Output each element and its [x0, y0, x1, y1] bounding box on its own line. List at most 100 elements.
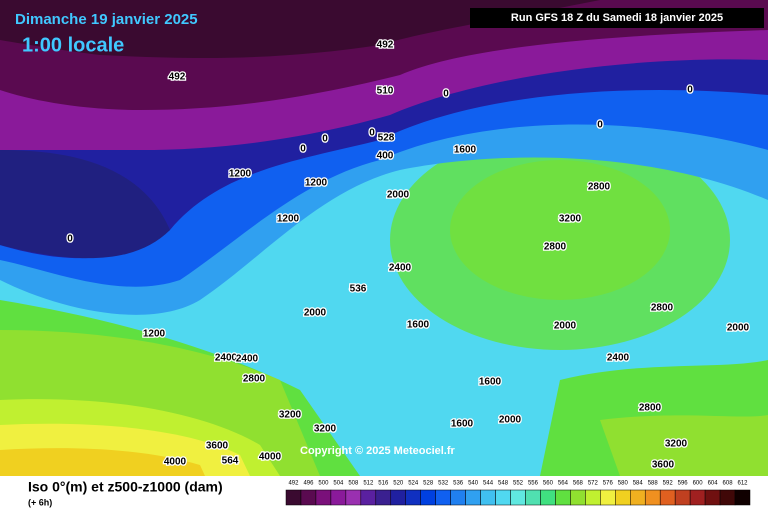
legend-swatch [600, 489, 616, 506]
legend-label: 508 [348, 481, 359, 487]
legend-swatch [360, 489, 377, 506]
contour-label: 510 [377, 86, 394, 97]
legend-label: 580 [618, 481, 629, 487]
legend-swatch [704, 489, 721, 506]
legend-label: 576 [603, 481, 614, 487]
legend-label: 564 [558, 481, 569, 487]
contour-label: 2800 [639, 403, 662, 414]
contour-label: 492 [377, 40, 394, 51]
legend-swatch [734, 489, 751, 506]
contour-label: 2000 [387, 190, 410, 201]
legend-label: 520 [393, 481, 404, 487]
copyright: Copyright © 2025 Meteociel.fr [300, 445, 456, 457]
contour-label: 492 [169, 72, 186, 83]
legend-label: 532 [438, 481, 449, 487]
legend-swatch [719, 489, 736, 506]
contour-label: 3600 [652, 460, 675, 471]
contour-label: 1600 [454, 145, 477, 156]
contour-label: 0 [67, 234, 73, 245]
legend-swatch [510, 489, 526, 506]
contour-label: 3200 [314, 424, 337, 435]
legend-swatch [630, 489, 646, 506]
legend-label: 588 [648, 481, 659, 487]
legend-swatch [540, 489, 556, 506]
legend-label: 492 [288, 481, 299, 487]
legend-label: 544 [483, 481, 494, 487]
contour-label: 2000 [304, 308, 327, 319]
legend-label: 608 [723, 481, 734, 487]
contour-label: 4000 [259, 452, 282, 463]
legend-swatch [525, 489, 541, 506]
legend-label: 536 [453, 481, 464, 487]
legend-swatch [450, 489, 466, 506]
contour-label: 400 [377, 151, 394, 162]
contour-label: 1200 [305, 178, 328, 189]
contour-label: 0 [443, 89, 449, 100]
contour-label: 1600 [451, 419, 474, 430]
legend-label: 600 [693, 481, 704, 487]
legend-swatch [285, 489, 302, 506]
legend-swatch [555, 489, 571, 506]
contour-label: 3600 [206, 441, 229, 452]
legend-label: 560 [543, 481, 554, 487]
lead-time: (+ 6h) [28, 497, 52, 507]
legend-swatch [345, 489, 362, 506]
legend-swatch [405, 489, 421, 506]
legend-label: 496 [303, 481, 314, 487]
contour-label: 0 [597, 120, 603, 131]
legend-swatch [674, 489, 691, 506]
contour-label: 1600 [407, 320, 430, 331]
legend-label: 568 [573, 481, 584, 487]
contour-label: 3200 [279, 410, 302, 421]
map-title: Iso 0°(m) et z500-z1000 (dam) [28, 479, 223, 495]
legend-swatch [480, 489, 496, 506]
contour-label: 2800 [588, 182, 611, 193]
contour-label: 2000 [727, 323, 750, 334]
contour-label: 2800 [243, 374, 266, 385]
date: Dimanche 19 janvier 2025 [15, 11, 198, 28]
contour-label: 3200 [665, 439, 688, 450]
legend-label: 524 [408, 481, 419, 487]
run-info: Run GFS 18 Z du Samedi 18 janvier 2025 [511, 12, 723, 24]
legend-label: 592 [663, 481, 674, 487]
legend-swatch [420, 489, 436, 506]
contour-label: 2000 [499, 415, 522, 426]
contour-label: 0 [687, 85, 693, 96]
legend-swatch [390, 489, 406, 506]
contour-label: 2400 [389, 263, 412, 274]
legend-label: 500 [318, 481, 329, 487]
legend-label: 596 [678, 481, 689, 487]
legend-swatch [644, 489, 661, 506]
legend-swatch [465, 489, 481, 506]
legend-swatch [495, 489, 511, 506]
legend-swatch [689, 489, 706, 506]
contour-label: 528 [378, 133, 395, 144]
contour-label: 564 [222, 456, 239, 467]
contour-label: 1200 [277, 214, 300, 225]
contour-label: 4000 [164, 457, 187, 468]
legend-label: 556 [528, 481, 539, 487]
color-legend: 492 496 500 504 508 512 516 520 524 528 532 536 540 5… [285, 481, 751, 506]
legend-swatch [585, 489, 601, 506]
legend-swatch [375, 489, 392, 506]
legend-label: 540 [468, 481, 479, 487]
contour-labels: 492 492 510 528 536 564 0 0 0 0 0 0 0 1200 1200 1200 160… [66, 38, 751, 472]
contour-label: 3200 [559, 214, 582, 225]
contour-label: 2400 [215, 353, 238, 364]
contour-label: 2800 [651, 303, 674, 314]
contour-label: 1200 [143, 329, 166, 340]
local-time: 1:00 locale [22, 34, 124, 56]
legend-label: 512 [363, 481, 374, 487]
contour-label: 2800 [544, 242, 567, 253]
contour-label: 0 [369, 128, 375, 139]
contour-label: 536 [350, 284, 367, 295]
legend-swatch [435, 489, 451, 506]
contour-label: 1600 [479, 377, 502, 388]
legend-swatch [315, 489, 332, 506]
legend-swatch [300, 489, 317, 506]
map-background [0, 0, 768, 476]
contour-label: 1200 [229, 169, 252, 180]
legend-label: 548 [498, 481, 509, 487]
legend-label: 528 [423, 481, 434, 487]
